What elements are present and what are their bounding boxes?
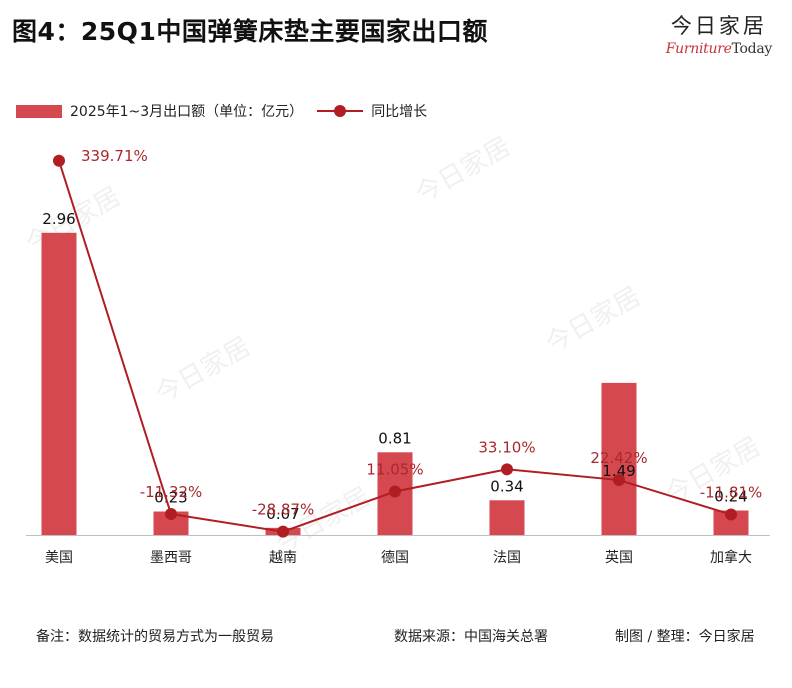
legend-line-swatch [317,105,364,117]
footer-credit: 制图 / 整理：今日家居 [615,629,755,645]
growth-point-5 [613,474,625,487]
x-tick-label-1: 墨西哥 [150,550,192,566]
growth-label-0: 339.71% [81,147,148,165]
bar-value-label-5: 1.49 [602,462,635,480]
x-tick-label-5: 英国 [605,549,633,566]
brand-logo: 今日家居 FurnitureToday [665,10,773,57]
bar-4 [489,500,525,535]
growth-label-4: 33.10% [478,438,535,456]
bar-value-label-1: 0.23 [154,489,187,507]
growth-label-3: 11.05% [366,461,423,479]
growth-label-2: -28.87% [252,501,315,519]
growth-label-5: 22.42% [590,449,647,467]
growth-point-1 [165,508,177,521]
x-tick-label-0: 美国 [45,550,73,566]
x-tick-label-6: 加拿大 [710,549,752,566]
brand-name-cn: 今日家居 [670,14,767,38]
brand-name-en: FurnitureToday [665,41,773,57]
bar-value-label-4: 0.34 [490,477,523,495]
x-tick-label-4: 法国 [493,550,521,566]
chart-legend: 2025年1~3月出口额（单位：亿元） 同比增长 [16,101,427,121]
footer-note: 备注：数据统计的贸易方式为一般贸易 [36,629,274,645]
bar-value-label-0: 2.96 [42,210,75,228]
bar-value-label-3: 0.81 [378,429,411,447]
x-tick-label-2: 越南 [269,550,297,566]
footer-source: 数据来源：中国海关总署 [394,629,548,645]
growth-point-4 [501,463,513,476]
brand-en-lead: Furniture [665,41,732,57]
legend-line-label: 同比增长 [371,104,428,120]
bar-value-label-2: 0.07 [266,505,299,523]
brand-en-tail: Today [731,41,773,57]
x-tick-label-3: 德国 [381,550,409,566]
bar-1 [153,511,189,535]
legend-bar-label: 2025年1~3月出口额（单位：亿元） [70,104,304,120]
bar-0 [41,232,77,535]
growth-label-6: -11.81% [700,484,763,502]
bar-5 [601,382,637,535]
bar-value-label-6: 0.24 [714,487,747,505]
legend-bar-swatch [16,104,62,118]
growth-point-2 [277,525,289,538]
growth-point-0 [53,154,65,167]
growth-point-6 [725,508,737,521]
chart-title: 图4：25Q1中国弹簧床垫主要国家出口额 [12,17,488,46]
growth-point-3 [389,485,401,498]
growth-label-1: -11.32% [140,483,203,501]
